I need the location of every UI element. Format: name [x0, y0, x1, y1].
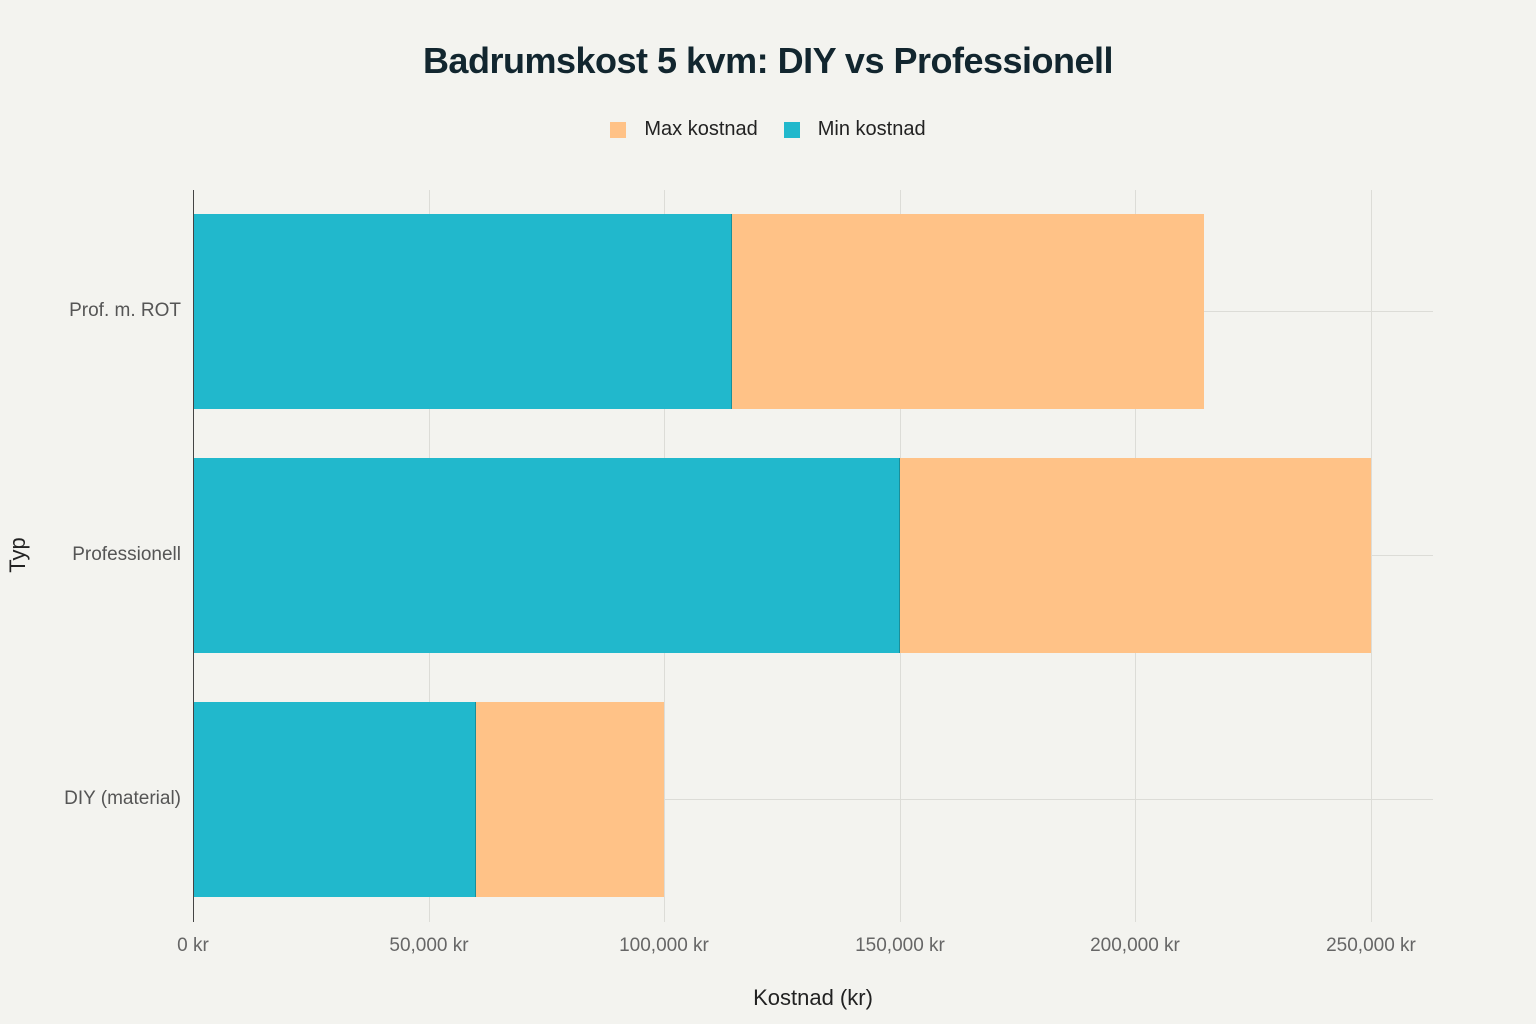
legend-label-min: Min kostnad	[817, 118, 926, 140]
legend-swatch-max	[610, 121, 627, 138]
bar-segment-max[interactable]	[476, 702, 664, 897]
y-tick-label: DIY (material)	[64, 788, 181, 809]
y-axis-title: Typ	[5, 537, 30, 573]
x-tick-label: 250,000 kr	[1326, 935, 1416, 956]
x-tick-label: 0 kr	[177, 935, 209, 956]
plot-area	[193, 190, 1433, 922]
chart-title: Badrumskost 5 kvm: DIY vs Professionell	[422, 40, 1114, 81]
legend-swatch-min	[783, 121, 800, 138]
x-axis-title: Kostnad (kr)	[753, 985, 873, 1010]
gridline	[1371, 190, 1372, 922]
x-tick-label: 100,000 kr	[619, 935, 709, 956]
bar-professionell[interactable]	[193, 458, 1371, 653]
x-tick-label: 150,000 kr	[855, 935, 945, 956]
legend-item-min[interactable]: Min kostnad	[783, 118, 926, 141]
y-tick-label: Prof. m. ROT	[69, 300, 181, 321]
y-axis-line	[193, 190, 194, 922]
y-tick-label: Professionell	[72, 544, 181, 565]
legend-label-max: Max kostnad	[644, 118, 758, 140]
bar-segment-min[interactable]	[193, 458, 900, 653]
bar-prof-rot[interactable]	[193, 214, 1204, 409]
bar-segment-min[interactable]	[193, 214, 732, 409]
x-tick-label: 50,000 kr	[389, 935, 469, 956]
bar-segment-min[interactable]	[193, 702, 476, 897]
bar-segment-max[interactable]	[900, 458, 1371, 653]
legend: Max kostnad Min kostnad	[0, 118, 1536, 141]
x-tick-label: 200,000 kr	[1090, 935, 1180, 956]
legend-item-max[interactable]: Max kostnad	[610, 118, 758, 141]
hgridline	[193, 799, 1433, 800]
bar-segment-max[interactable]	[732, 214, 1204, 409]
bar-diy[interactable]	[193, 702, 664, 897]
